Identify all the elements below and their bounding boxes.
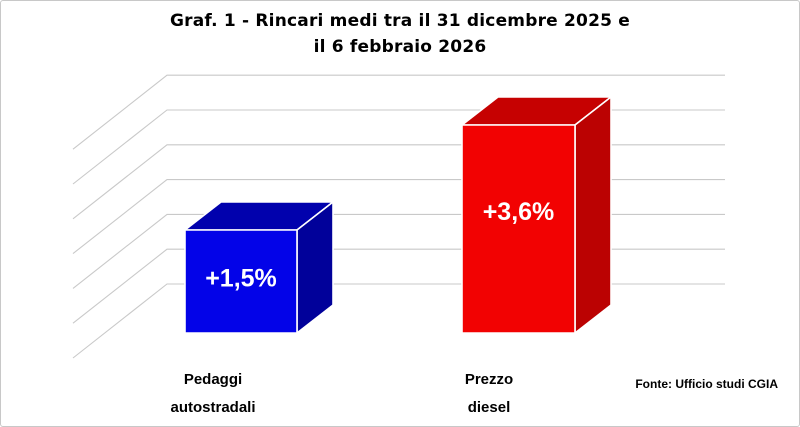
gridlines (72, 74, 725, 359)
bar-data-label: +1,5% (205, 265, 277, 293)
bar-front-face (184, 229, 298, 334)
category-label-line: Pedaggi (183, 371, 243, 388)
source-note: Fonte: Ufficio studi CGIA (635, 377, 778, 391)
chart-title-line1: Graf. 1 - Rincari medi tra il 31 dicembr… (170, 11, 630, 31)
gridline (72, 74, 725, 150)
category-label-prezzo-diesel: Prezzo diesel (465, 366, 513, 422)
gridline (72, 213, 725, 289)
bar-2: +3,6% (459, 95, 614, 335)
gridline (72, 179, 725, 255)
category-label-line: diesel (467, 399, 511, 416)
gridline (72, 283, 725, 359)
gridline (72, 144, 725, 220)
gridline (72, 109, 725, 185)
chart-title: Graf. 1 - Rincari medi tra il 31 dicembr… (0, 8, 800, 60)
bar-1: +1,5% (182, 200, 336, 335)
chart-title-line2: il 6 febbraio 2026 (313, 37, 487, 57)
gridline (72, 248, 725, 324)
category-label-line: Prezzo (464, 371, 514, 388)
bar-front-face (461, 124, 576, 334)
bar-side-face (574, 95, 612, 335)
category-label-line: autostradali (170, 399, 256, 416)
category-label-pedaggi-autostradali: Pedaggi autostradali (170, 366, 255, 422)
bar-data-label: +3,6% (483, 198, 555, 226)
